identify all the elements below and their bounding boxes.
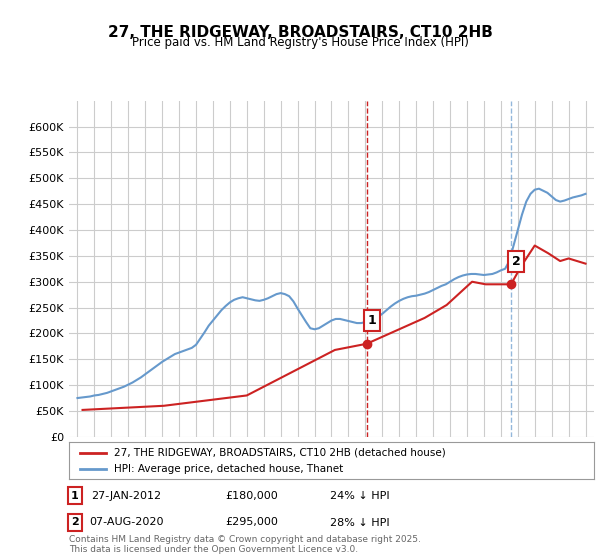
- Text: £295,000: £295,000: [226, 517, 278, 528]
- Text: 07-AUG-2020: 07-AUG-2020: [89, 517, 163, 528]
- Text: 27, THE RIDGEWAY, BROADSTAIRS, CT10 2HB: 27, THE RIDGEWAY, BROADSTAIRS, CT10 2HB: [107, 25, 493, 40]
- Text: 28% ↓ HPI: 28% ↓ HPI: [330, 517, 390, 528]
- Text: Contains HM Land Registry data © Crown copyright and database right 2025.
This d: Contains HM Land Registry data © Crown c…: [69, 535, 421, 554]
- Text: Price paid vs. HM Land Registry's House Price Index (HPI): Price paid vs. HM Land Registry's House …: [131, 36, 469, 49]
- Text: £180,000: £180,000: [226, 491, 278, 501]
- Text: 24% ↓ HPI: 24% ↓ HPI: [330, 491, 390, 501]
- Text: 27-JAN-2012: 27-JAN-2012: [91, 491, 161, 501]
- Text: 2: 2: [71, 517, 79, 528]
- Text: HPI: Average price, detached house, Thanet: HPI: Average price, detached house, Than…: [113, 464, 343, 474]
- Text: 1: 1: [71, 491, 79, 501]
- Text: 2: 2: [512, 255, 520, 268]
- Text: 1: 1: [367, 314, 376, 327]
- Text: 27, THE RIDGEWAY, BROADSTAIRS, CT10 2HB (detached house): 27, THE RIDGEWAY, BROADSTAIRS, CT10 2HB …: [113, 447, 445, 458]
